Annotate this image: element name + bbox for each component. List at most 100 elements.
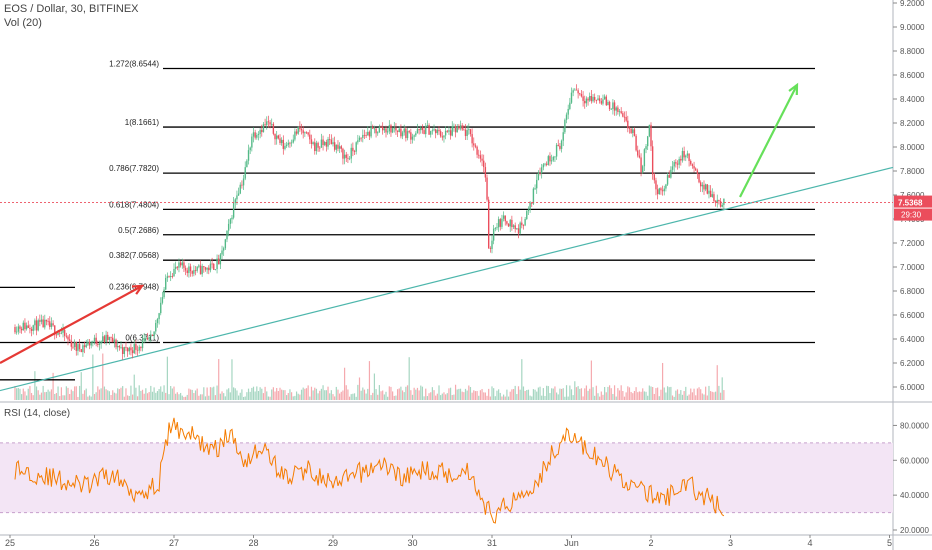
rsi-panel xyxy=(0,417,893,524)
volume-bar xyxy=(339,393,341,400)
volume-bar xyxy=(617,388,619,400)
volume-bar xyxy=(622,391,624,400)
volume-bar xyxy=(396,389,399,400)
volume-bar xyxy=(219,393,221,400)
candle-body xyxy=(670,169,672,178)
volume-bar xyxy=(456,389,458,400)
candle-body xyxy=(179,262,182,266)
volume-bar xyxy=(294,395,296,400)
candle-body xyxy=(75,342,77,351)
volume-bar xyxy=(710,391,712,400)
candle-body xyxy=(280,139,283,144)
volume-bar xyxy=(714,391,717,400)
volume-bar xyxy=(521,359,523,400)
candle-body xyxy=(103,336,106,342)
candle-body xyxy=(443,135,445,138)
price-tick-label: 6.8000 xyxy=(900,287,925,296)
candle-body xyxy=(536,179,538,189)
volume-bar xyxy=(72,391,74,400)
price-tick-label: 8.8000 xyxy=(900,47,925,56)
volume-bar xyxy=(178,394,180,400)
volume-bar xyxy=(585,385,588,400)
candle-body xyxy=(300,129,303,131)
volume-bar xyxy=(607,386,609,400)
candle-body xyxy=(214,269,217,270)
candle-body xyxy=(236,195,238,200)
volume-bar xyxy=(557,394,559,400)
volume-bar xyxy=(372,392,374,400)
candle-body xyxy=(208,267,210,271)
candle-body xyxy=(439,131,442,137)
volume-bar xyxy=(52,372,54,400)
candle-body xyxy=(312,142,314,144)
volume-bar xyxy=(405,386,407,400)
volume-bar xyxy=(680,390,682,400)
volume-bar xyxy=(211,387,213,400)
volume-bar xyxy=(324,390,326,400)
volume-bar xyxy=(25,395,28,400)
volume-bar xyxy=(281,389,283,400)
candle-body xyxy=(406,131,409,139)
candle-body xyxy=(302,130,304,134)
candle-body xyxy=(266,121,268,126)
volume-bar xyxy=(176,392,178,400)
volume-bar xyxy=(170,386,172,400)
candle-body xyxy=(615,107,617,111)
volume-bar xyxy=(155,392,157,400)
volume-bar xyxy=(668,387,670,400)
volume-bar xyxy=(312,390,314,400)
candle-body xyxy=(171,276,174,277)
candle-body xyxy=(653,174,656,181)
candle-body xyxy=(646,136,649,147)
volume-bar xyxy=(347,389,349,400)
volume-bar xyxy=(640,391,642,400)
candle-body xyxy=(453,126,455,128)
candle-body xyxy=(651,146,654,175)
candle-body xyxy=(24,322,26,330)
volume-bar xyxy=(544,395,546,400)
candle-body xyxy=(411,136,414,140)
candle-body xyxy=(678,158,680,165)
candle-body xyxy=(95,337,97,344)
candle-body xyxy=(229,219,232,224)
candle-body xyxy=(136,349,139,351)
volume-bar xyxy=(234,388,236,400)
volume-bar xyxy=(461,391,463,400)
candle-body xyxy=(97,343,99,345)
volume-bar xyxy=(279,387,281,400)
candle-body xyxy=(542,164,545,168)
volume-bar xyxy=(695,395,697,400)
candle-body xyxy=(565,114,568,120)
volume-bar xyxy=(110,395,112,400)
volume-bar xyxy=(552,388,554,400)
volume-bar xyxy=(50,389,53,400)
volume-bar xyxy=(165,392,167,400)
candle-body xyxy=(401,132,404,137)
volume-bar xyxy=(421,386,424,400)
volume-bar xyxy=(449,387,452,400)
candle-body xyxy=(186,270,188,273)
trendline[interactable] xyxy=(0,166,894,392)
candle-body xyxy=(463,129,465,131)
candle-body xyxy=(148,336,150,340)
candle-body xyxy=(120,347,122,348)
candle-body xyxy=(645,146,647,150)
rsi-tick-label: 80.0000 xyxy=(900,421,929,430)
candle-body xyxy=(113,339,116,343)
candle-body xyxy=(540,167,543,174)
volume-bar xyxy=(411,394,414,400)
candle-body xyxy=(410,132,412,140)
candle-body xyxy=(574,89,576,91)
rsi-tick-label: 20.0000 xyxy=(900,526,929,535)
candle-body xyxy=(420,127,422,131)
time-label: 26 xyxy=(89,538,99,548)
candle-body xyxy=(370,126,372,137)
volume-bar xyxy=(34,371,36,400)
volume-bar xyxy=(340,391,342,400)
candle-body xyxy=(27,325,29,328)
volume-bar xyxy=(204,396,207,400)
volume-bar xyxy=(549,393,551,400)
candle-body xyxy=(307,132,309,135)
candle-body xyxy=(285,144,288,146)
